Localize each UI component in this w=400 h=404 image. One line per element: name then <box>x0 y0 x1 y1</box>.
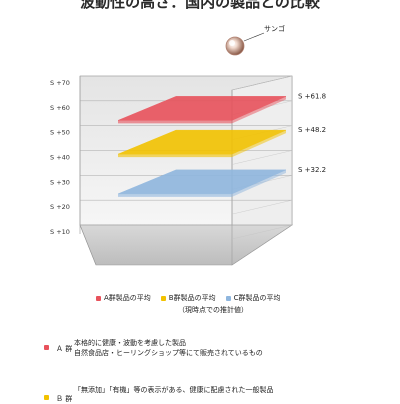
legend-swatch-b <box>160 295 166 301</box>
description-a-line-2: 自然食品店・ヒーリングショップ等にて販売されているもの <box>74 349 263 357</box>
legend-label-b: B群製品の平均 <box>168 294 216 302</box>
legend-label-c: C群製品の平均 <box>233 294 281 302</box>
sango-label: サンゴ <box>264 24 285 33</box>
gridline-side <box>231 150 293 165</box>
legend-label-a: A群製品の平均 <box>104 294 151 302</box>
description-a-line-1: 本格的に健康・波動を考慮した製品 <box>74 339 186 347</box>
plane-c-edge <box>118 193 232 197</box>
front-edge-left <box>79 224 97 266</box>
sango-marker-highlight <box>229 40 235 46</box>
description-a: Ａ 群 本格的に健康・波動を考慮した製品 自然食品店・ヒーリングショップ等にて販… <box>0 339 400 366</box>
description-b-text: 「無添加」「有機」等の表示がある、健康に配慮された一般製品 <box>74 385 274 395</box>
value-label-a: S +61.8 <box>298 92 326 100</box>
description-a-swatch <box>44 345 49 350</box>
chart-title: 波動性の高さ：国内の製品との比較 <box>80 0 320 11</box>
chart-legend: A群製品の平均 B群製品の平均 C群製品の平均 （現時点での推計値） <box>96 293 336 315</box>
description-b-swatch <box>44 395 49 400</box>
legend-item-b: B群製品の平均 <box>160 293 216 303</box>
y-tick-label: S +30 <box>50 178 70 186</box>
legend-row: A群製品の平均 B群製品の平均 C群製品の平均 <box>96 293 336 303</box>
plane-c-side <box>232 169 286 197</box>
gridline-side <box>231 224 293 240</box>
description-b: Ｂ 群 「無添加」「有機」等の表示がある、健康に配慮された一般製品 <box>0 385 400 403</box>
y-tick-label: S +60 <box>50 104 70 112</box>
plane-a-edge <box>118 120 232 124</box>
sango-leader-line <box>243 32 265 42</box>
y-tick-label: S +40 <box>50 154 70 162</box>
plane-b-side <box>232 130 286 158</box>
y-tick-label: S +20 <box>50 203 70 211</box>
description-a-group: Ａ 群 <box>56 345 73 353</box>
legend-swatch-c <box>225 295 231 301</box>
plane-b-edge <box>118 154 232 158</box>
y-tick-label: S +70 <box>50 79 70 87</box>
plane-a-side <box>232 96 286 124</box>
legend-item-a: A群製品の平均 <box>96 293 151 303</box>
description-a-text: 本格的に健康・波動を考慮した製品 自然食品店・ヒーリングショップ等にて販売されて… <box>74 338 263 358</box>
y-tick-label: S +10 <box>50 228 70 236</box>
value-label-b: S +48.2 <box>298 126 326 134</box>
floor <box>79 224 293 266</box>
sango-marker <box>225 36 245 56</box>
description-b-line-1: 「無添加」「有機」等の表示がある、健康に配慮された一般製品 <box>74 386 274 394</box>
description-b-group: Ｂ 群 <box>56 395 73 403</box>
value-label-c: S +32.2 <box>298 166 326 174</box>
gridline-side <box>231 75 293 91</box>
legend-item-c: C群製品の平均 <box>225 293 281 303</box>
legend-note: （現時点での推計値） <box>178 306 248 314</box>
legend-swatch-a <box>96 295 101 301</box>
gridline-side <box>231 199 293 215</box>
y-tick-label: S +50 <box>50 129 70 137</box>
